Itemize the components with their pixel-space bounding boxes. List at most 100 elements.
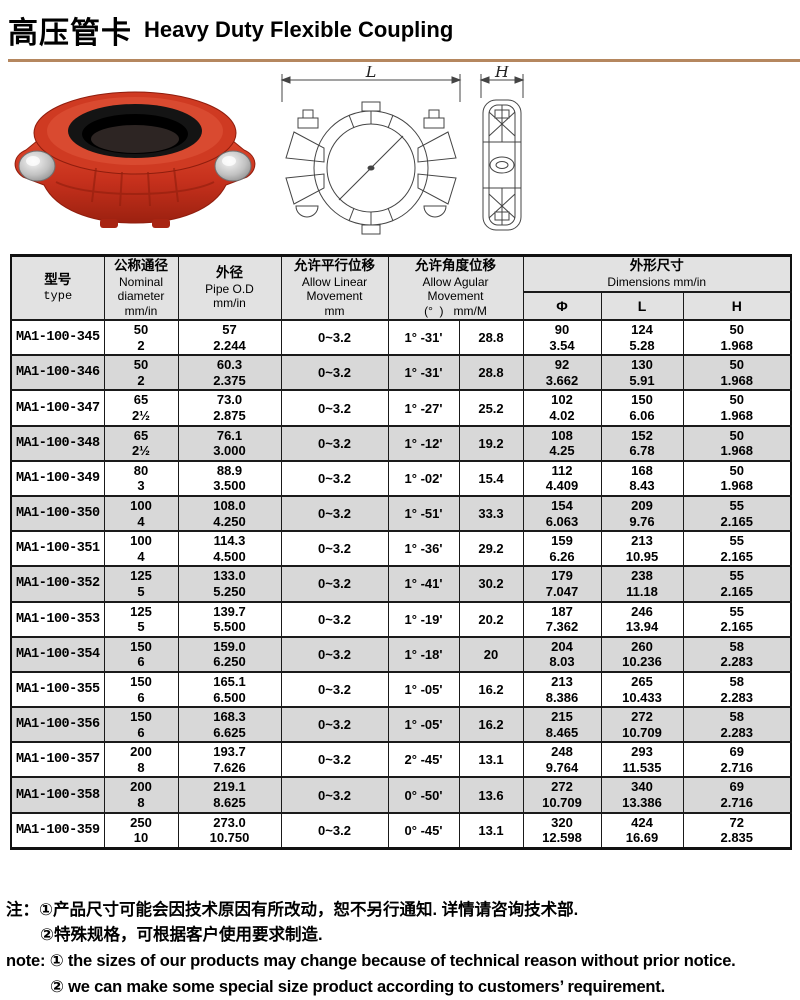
cell-od: 273.0 10.750 (177, 811, 282, 850)
page-title-en: Heavy Duty Flexible Coupling (144, 17, 454, 42)
table-row: MA1-100-357 200 8 193.7 7.626 0~3.2 2° -45' 13.… (10, 741, 792, 779)
value-mm: 58 (729, 638, 744, 654)
spec-table: 型号 type 公称通径 Nominal diameter mm/in 外径 P… (10, 254, 793, 850)
value-mm: 293 (631, 744, 653, 760)
value-in: 4.500 (213, 548, 246, 564)
cell-nom: 150 6 (103, 670, 179, 709)
value-in: 8.465 (545, 724, 579, 740)
cell-nom: 65 2½ (103, 389, 179, 427)
value-in: 13.386 (622, 795, 662, 811)
value-in: 2.835 (720, 830, 754, 846)
cell-h: 50 1.968 (682, 389, 792, 427)
value-in: 6 (137, 689, 145, 705)
value-in: 2.283 (720, 654, 754, 670)
table-row: MA1-100-358 200 8 219.1 8.625 0~3.2 0° -50' 13.… (10, 776, 792, 814)
col-header-linear-zh: 允许平行位移 (294, 258, 375, 273)
table-row: MA1-100-354 150 6 159.0 6.250 0~3.2 1° -18' 20 2… (10, 635, 792, 673)
value-in: 6.78 (629, 443, 655, 459)
value-mm: 50 (729, 462, 744, 478)
cell-linear: 0~3.2 (280, 635, 389, 673)
col-header-angular-en2: Movement (427, 289, 484, 304)
cell-nom: 50 2 (103, 354, 179, 392)
cell-rate: 13.6 (458, 776, 524, 814)
note-en-1: note: ① the sizes of our products may ch… (6, 951, 736, 970)
value-in: 2.244 (213, 337, 246, 353)
cell-type: MA1-100-351 (10, 530, 105, 568)
cell-type: MA1-100-354 (10, 635, 105, 673)
cell-od: 159.0 6.250 (177, 635, 282, 673)
value-in: 6.250 (213, 654, 246, 670)
cell-phi: 92 3.662 (522, 354, 602, 392)
col-header-dims-zh: 外形尺寸 (629, 258, 684, 274)
cell-rate: 29.2 (458, 530, 524, 568)
cell-angle: 2° -45' (387, 741, 460, 779)
value-mm: 108.0 (213, 497, 246, 513)
value-in: 10.709 (622, 724, 662, 740)
value-mm: 219.1 (213, 779, 246, 795)
value-mm: 159.0 (213, 638, 246, 654)
cell-linear: 0~3.2 (280, 565, 389, 603)
value-in: 4.02 (549, 408, 575, 424)
value-in: 7.362 (545, 619, 579, 635)
value-mm: 168.3 (213, 709, 246, 725)
value-mm: 60.3 (216, 357, 243, 373)
table-row: MA1-100-355 150 6 165.1 6.500 0~3.2 1° -05' 16.… (10, 670, 792, 709)
value-mm: 152 (631, 427, 653, 443)
value-in: 3.54 (549, 337, 575, 353)
value-in: 4.25 (549, 443, 575, 459)
cell-type: MA1-100-355 (10, 670, 105, 709)
value-mm: 159 (551, 533, 573, 549)
cell-od: 108.0 4.250 (177, 494, 282, 533)
cell-angle: 1° -36' (387, 530, 460, 568)
cell-l: 293 11.535 (600, 741, 684, 779)
cell-type: MA1-100-349 (10, 459, 105, 497)
col-header-type: 型号 type (10, 254, 105, 322)
value-mm: 124 (631, 322, 653, 338)
cell-phi: 272 10.709 (522, 776, 602, 814)
value-mm: 165.1 (213, 673, 246, 689)
col-header-nominal-en1: Nominal (118, 274, 163, 289)
front-dim-label: L (365, 66, 377, 81)
value-mm: 133.0 (213, 568, 246, 584)
value-in: 2.165 (720, 548, 754, 564)
cell-h: 55 2.165 (682, 565, 792, 603)
cell-h: 55 2.165 (682, 600, 792, 638)
value-mm: 150 (631, 392, 653, 408)
cell-od: 133.0 5.250 (177, 565, 282, 603)
value-mm: 193.7 (213, 744, 246, 760)
value-in: 1.968 (720, 408, 754, 424)
note-en-2: ② we can make some special size product … (50, 977, 665, 996)
cell-phi: 215 8.465 (522, 706, 602, 744)
col-header-nominal-en2: diameter (117, 289, 165, 304)
value-mm: 238 (631, 568, 653, 584)
cell-phi: 320 12.598 (522, 811, 602, 850)
col-header-phi: Φ (522, 291, 602, 322)
value-mm: 150 (130, 638, 152, 654)
value-mm: 57 (222, 322, 237, 338)
value-in: 2.716 (720, 759, 754, 775)
value-mm: 88.9 (216, 462, 243, 478)
value-mm: 150 (130, 673, 152, 689)
cell-phi: 204 8.03 (522, 635, 602, 673)
cell-linear: 0~3.2 (280, 811, 389, 850)
cell-linear: 0~3.2 (280, 459, 389, 497)
value-mm: 130 (631, 357, 653, 373)
cell-rate: 33.3 (458, 494, 524, 533)
cell-linear: 0~3.2 (280, 389, 389, 427)
value-mm: 320 (551, 814, 573, 830)
note-zh-1: 注：①产品尺寸可能会因技术原因有所改动，恕不另行通知. 详情请咨询技术部. (6, 900, 579, 919)
cell-od: 139.7 5.500 (177, 600, 282, 638)
cell-angle: 1° -05' (387, 670, 460, 709)
value-in: 3 (137, 478, 145, 494)
col-header-od: 外径 Pipe O.D mm/in (177, 254, 282, 322)
cell-linear: 0~3.2 (280, 319, 389, 357)
value-in: 4.250 (213, 513, 246, 529)
value-in: 6.06 (629, 408, 655, 424)
cell-phi: 154 6.063 (522, 494, 602, 533)
value-mm: 50 (729, 392, 744, 408)
value-in: 2.165 (720, 513, 754, 529)
value-in: 6.625 (213, 724, 246, 740)
left-lug (285, 109, 325, 218)
value-in: 5 (137, 583, 145, 599)
value-in: 3.662 (545, 372, 579, 388)
